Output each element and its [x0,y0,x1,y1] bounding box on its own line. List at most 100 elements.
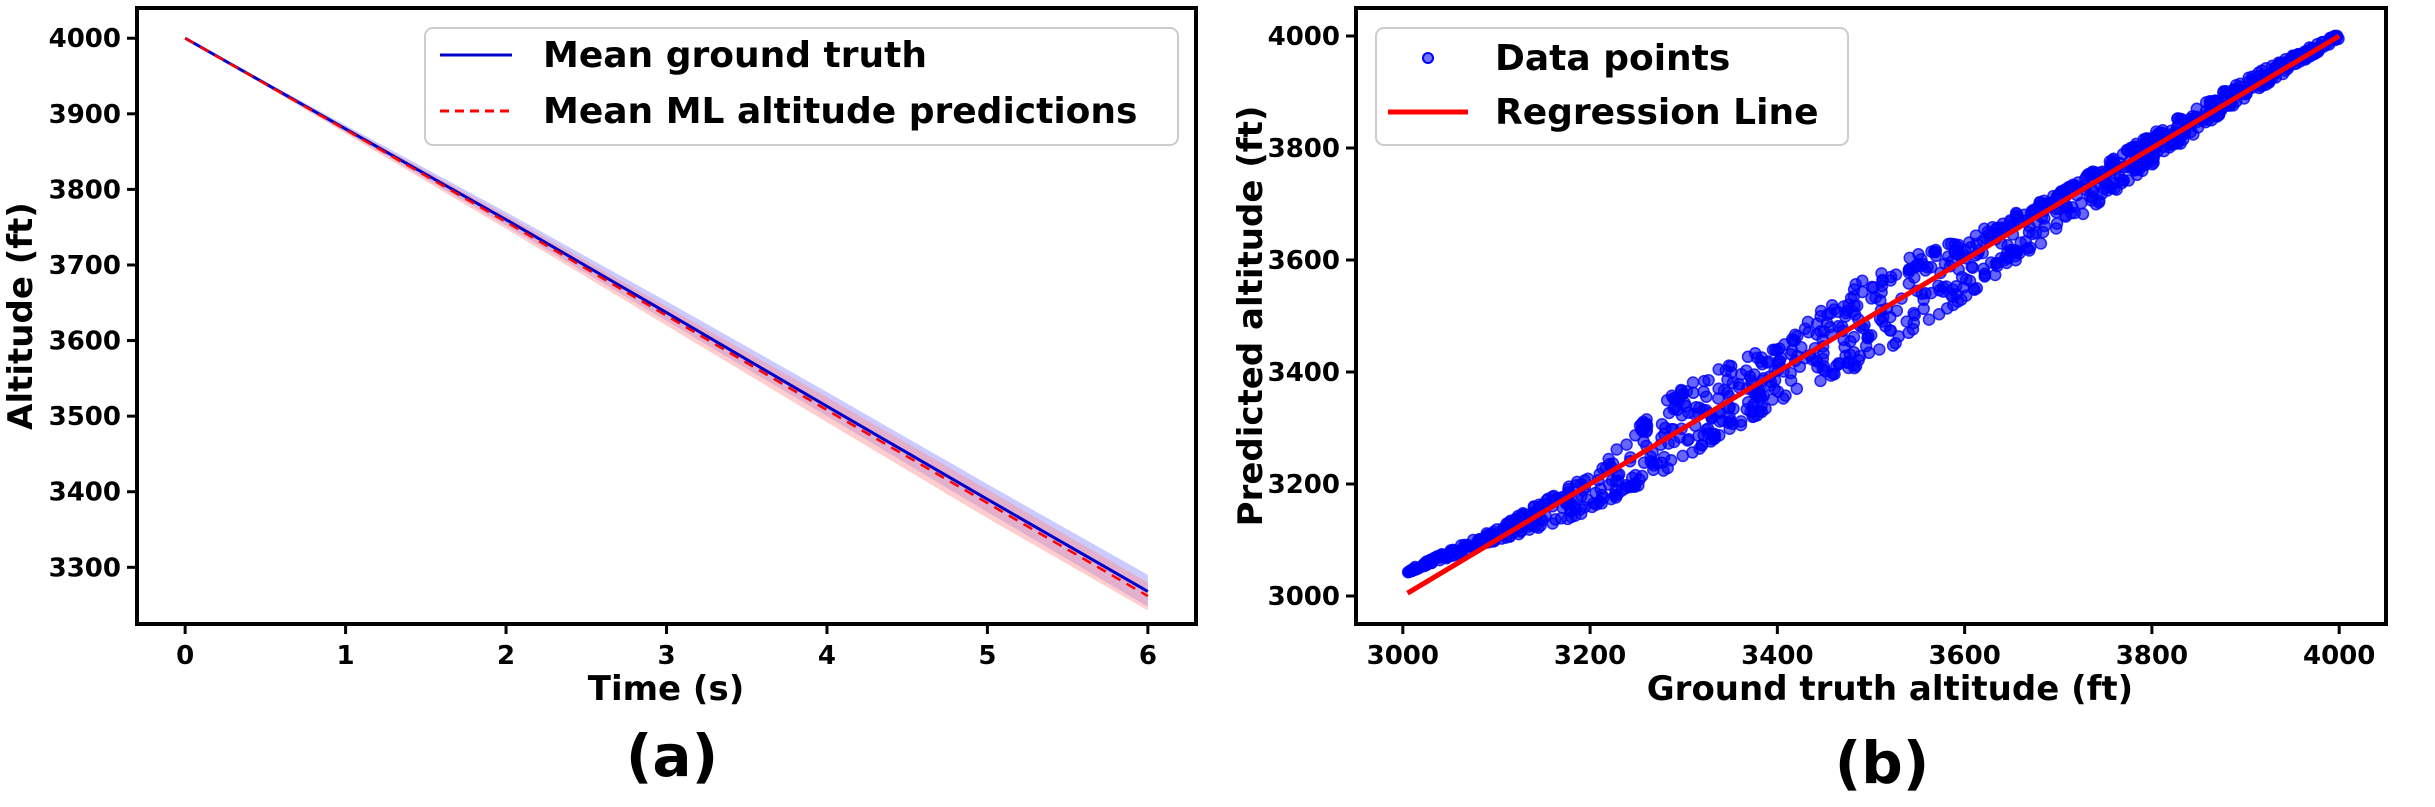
data-point [1814,325,1827,338]
panel-a-x-tick-label: 5 [978,641,996,671]
data-point [2217,86,2230,99]
data-point [1978,269,1992,282]
panel-a-y-tick-label: 3300 [49,553,121,583]
data-point [1739,364,1753,377]
data-point [1581,493,1594,507]
data-point [1862,346,1876,360]
data-point [1605,474,1619,487]
data-point [1847,330,1861,344]
data-point [2092,196,2106,209]
panel-a-y-tick-label: 3500 [49,402,121,432]
data-point [1864,328,1878,342]
data-point [1721,373,1734,387]
panel-b-axes-frame [1354,6,2388,626]
data-point [1704,435,1718,448]
panel-b-caption: (b) [1835,729,1930,797]
data-point [1697,374,1711,388]
data-point [1817,360,1831,373]
panel-b-x-tick-label: 3200 [1554,641,1626,671]
panel-a-altitude-vs-time: 0 1 2 3 4 5 6 3300 3400 3500 3600 3700 3800 3900 4000… [1,6,1198,790]
panel-b-y-axis-label: Predicted altitude (ft) [1231,106,1271,527]
data-point [1657,464,1670,477]
panel-a-x-tick-label: 6 [1139,641,1157,671]
data-point [1502,517,1515,531]
data-point [1814,374,1827,388]
panel-b-x-tick-label: 4000 [2303,641,2375,671]
data-point [1962,236,1976,249]
legend-label-mean-ground-truth: Mean ground truth [543,35,927,76]
data-point [2001,246,2014,259]
data-point [1876,273,1889,287]
data-point [1954,293,1968,306]
data-point [1824,307,1837,320]
data-point [1686,446,1699,459]
panel-a-x-tick-label: 3 [657,641,675,671]
data-point [1795,341,1808,354]
data-point [1856,285,1869,299]
data-point [1902,263,1916,276]
data-point [1929,243,1942,257]
data-point [1908,308,1921,322]
data-point [1832,319,1845,333]
panel-a-x-tick-label: 1 [337,641,355,671]
series-line-mean-ml-predictions [184,37,1149,598]
data-point [2009,210,2023,223]
data-point [1957,281,1970,294]
data-point [1562,480,1576,493]
panel-b-y-tick-label: 3200 [1268,470,1340,500]
panel-a-x-axis-label: Time (s) [588,669,745,709]
data-point [1610,443,1623,456]
data-point [1921,260,1934,274]
data-point [1675,384,1689,398]
data-point [1965,260,1978,273]
data-point [2259,61,2273,75]
data-point [1892,330,1905,343]
data-point [1554,512,1568,525]
data-point [1824,369,1838,382]
data-point [1660,394,1674,407]
data-point [1667,402,1680,416]
data-point [2038,219,2052,233]
data-point [1564,503,1577,517]
data-point [1637,456,1651,469]
data-point [1873,343,1886,356]
data-point [1932,307,1946,321]
panel-b-y-tick-label: 3000 [1268,582,1340,612]
data-point [1784,366,1797,380]
data-point [2013,247,2026,260]
data-point [1842,361,1855,375]
panel-a-x-tick-label: 4 [818,641,836,671]
data-point [1883,324,1897,337]
data-point [1428,551,1441,565]
data-point [1697,385,1710,398]
data-point [1441,550,1454,564]
panel-b-x-tick-label: 3600 [1928,641,2000,671]
data-point [1712,382,1725,396]
data-point [1620,438,1633,451]
data-point [2146,153,2160,167]
data-point [2140,131,2153,145]
panel-a-y-tick-label: 4000 [49,24,121,54]
data-point [2083,190,2096,203]
panel-b-y-tick-label: 3400 [1268,358,1340,388]
data-point [1466,533,1480,547]
data-point [2034,237,2048,250]
data-point [1403,565,1416,578]
panel-b-x-tick-label: 3400 [1741,641,1813,671]
data-point [1759,402,1772,415]
data-point [2082,167,2095,181]
panel-b-x-axis-label: Ground truth altitude (ft) [1647,669,2133,709]
panel-b-legend-box [1375,27,1849,146]
data-point [2065,200,2079,214]
panel-a-y-tick-label: 3600 [49,327,121,357]
data-point [1655,417,1669,431]
data-point [1846,305,1860,318]
data-point [1902,277,1916,290]
panel-a-legend: Mean ground truth Mean ML altitude predi… [424,27,1179,146]
data-point [1771,344,1784,357]
data-point [1942,237,1955,251]
panel-a-y-axis-label: Altitude (ft) [1,202,41,430]
panel-a-legend-box [424,27,1179,146]
band-ml-predictions [185,38,1148,611]
data-point [1849,278,1862,291]
